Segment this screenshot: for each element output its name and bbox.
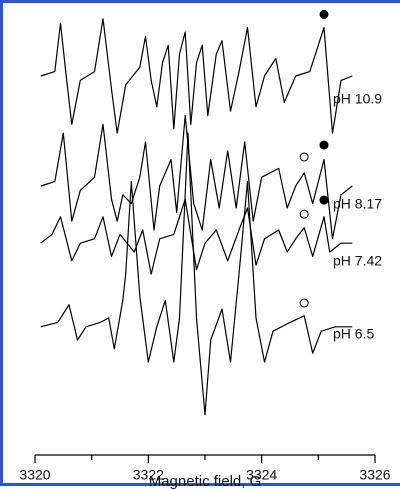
series-label: pH 7.42	[333, 253, 382, 269]
series-label: pH 6.5	[333, 326, 374, 342]
spectrum-line	[40, 198, 353, 275]
x-tick-label: 3324	[246, 467, 277, 483]
spectrum-line	[40, 18, 353, 134]
peak-marker	[319, 195, 329, 205]
spectrum-line	[40, 132, 353, 416]
x-axis-label: Magnetic field, G	[149, 473, 262, 489]
series-label: pH 10.9	[333, 91, 382, 107]
x-tick-label: 3322	[133, 467, 164, 483]
spectrum-line	[40, 115, 353, 240]
peak-marker	[319, 140, 329, 150]
peak-marker	[299, 152, 309, 162]
peak-marker	[299, 298, 309, 308]
x-tick-label: 3320	[19, 467, 50, 483]
peak-marker	[299, 209, 309, 219]
peak-marker	[319, 9, 329, 19]
x-tick-label: 3326	[359, 467, 390, 483]
series-label: pH 8.17	[333, 196, 382, 212]
